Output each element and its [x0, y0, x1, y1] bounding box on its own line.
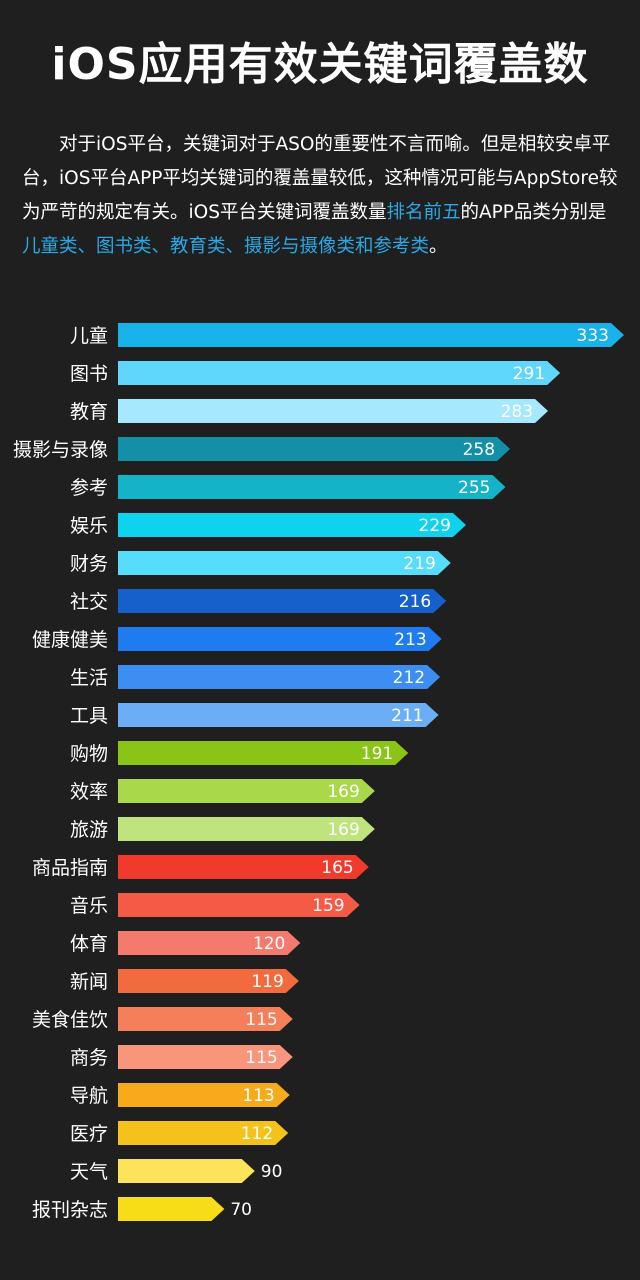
value-label: 159: [312, 896, 344, 916]
bar-购物: [118, 741, 409, 765]
value-label: 169: [327, 782, 359, 802]
bar-新闻: [118, 969, 299, 993]
value-label: 291: [513, 364, 545, 384]
bar-图书: [118, 361, 561, 385]
bar-生活: [118, 665, 441, 689]
category-label: 财务: [70, 553, 108, 575]
value-label: 113: [242, 1086, 274, 1106]
intro-text: 。: [429, 236, 448, 257]
value-label: 119: [251, 972, 283, 992]
category-label: 工具: [70, 705, 108, 727]
category-label: 医疗: [70, 1123, 108, 1145]
value-label: 169: [327, 820, 359, 840]
intro-highlight-categories: 儿童类、图书类、教育类、摄影与摄像类和参考类: [22, 236, 430, 257]
value-label: 191: [361, 744, 393, 764]
category-label: 儿童: [70, 325, 108, 347]
bar-摄影与录像: [118, 437, 511, 461]
bar-娱乐: [118, 513, 466, 537]
category-label: 报刊杂志: [32, 1199, 108, 1221]
category-label: 摄影与录像: [13, 439, 108, 461]
bar-儿童: [118, 323, 624, 347]
value-label: 115: [245, 1048, 277, 1068]
category-label: 天气: [70, 1161, 108, 1183]
category-label: 参考: [70, 477, 108, 499]
value-label: 219: [403, 554, 435, 574]
bar-音乐: [118, 893, 360, 917]
bar-chart: 儿童 333 图书 291 教育 283 摄影与录像 258 参考 255 娱乐 229 财务 219 社交…: [13, 323, 624, 1221]
category-label: 社交: [70, 591, 108, 613]
bar-报刊杂志: [118, 1197, 225, 1221]
value-label: 115: [245, 1010, 277, 1030]
category-label: 导航: [70, 1085, 108, 1107]
category-label: 娱乐: [70, 515, 108, 537]
value-label: 283: [501, 402, 533, 422]
category-label: 健康健美: [32, 629, 108, 651]
category-label: 图书: [70, 363, 108, 385]
bar-体育: [118, 931, 301, 955]
value-label: 213: [394, 630, 426, 650]
intro-text: 的APP品类分别是: [460, 202, 607, 223]
bar-参考: [118, 475, 506, 499]
bar-商务: [118, 1045, 293, 1069]
value-label: 165: [321, 858, 353, 878]
value-label: 70: [230, 1200, 252, 1220]
value-label: 112: [241, 1124, 273, 1144]
bar-美食佳饮: [118, 1007, 293, 1031]
bar-效率: [118, 779, 375, 803]
bar-商品指南: [118, 855, 369, 879]
category-label: 教育: [70, 401, 108, 423]
value-label: 333: [577, 326, 609, 346]
bar-旅游: [118, 817, 375, 841]
bar-工具: [118, 703, 439, 727]
category-label: 音乐: [70, 895, 108, 917]
category-label: 新闻: [70, 971, 108, 993]
category-label: 旅游: [70, 819, 108, 841]
intro-paragraph: 对于iOS平台，关键词对于ASO的重要性不言而喻。但是相较安卓平台，iOS平台A…: [22, 128, 622, 264]
value-label: 120: [253, 934, 285, 954]
bar-天气: [118, 1159, 255, 1183]
bar-教育: [118, 399, 549, 423]
category-label: 商品指南: [32, 857, 108, 879]
category-label: 购物: [70, 743, 108, 765]
value-label: 90: [261, 1162, 283, 1182]
value-label: 258: [463, 440, 495, 460]
bar-社交: [118, 589, 447, 613]
bar-医疗: [118, 1121, 289, 1145]
value-label: 212: [393, 668, 425, 688]
category-label: 体育: [70, 933, 108, 955]
category-label: 商务: [70, 1047, 108, 1069]
category-label: 生活: [70, 667, 108, 689]
category-label: 效率: [70, 781, 108, 803]
intro-text: 对于iOS平台，关键词对于ASO的重要性不言而喻。但是相较安卓平台，iOS平台A…: [22, 134, 618, 223]
page-title: iOS应用有效关键词覆盖数: [51, 39, 589, 90]
bar-导航: [118, 1083, 290, 1107]
value-label: 211: [391, 706, 423, 726]
category-label: 美食佳饮: [32, 1009, 108, 1031]
bar-健康健美: [118, 627, 442, 651]
value-label: 229: [419, 516, 451, 536]
value-label: 216: [399, 592, 431, 612]
intro-highlight-top5: 排名前五: [386, 202, 461, 223]
value-label: 255: [458, 478, 490, 498]
bar-财务: [118, 551, 451, 575]
